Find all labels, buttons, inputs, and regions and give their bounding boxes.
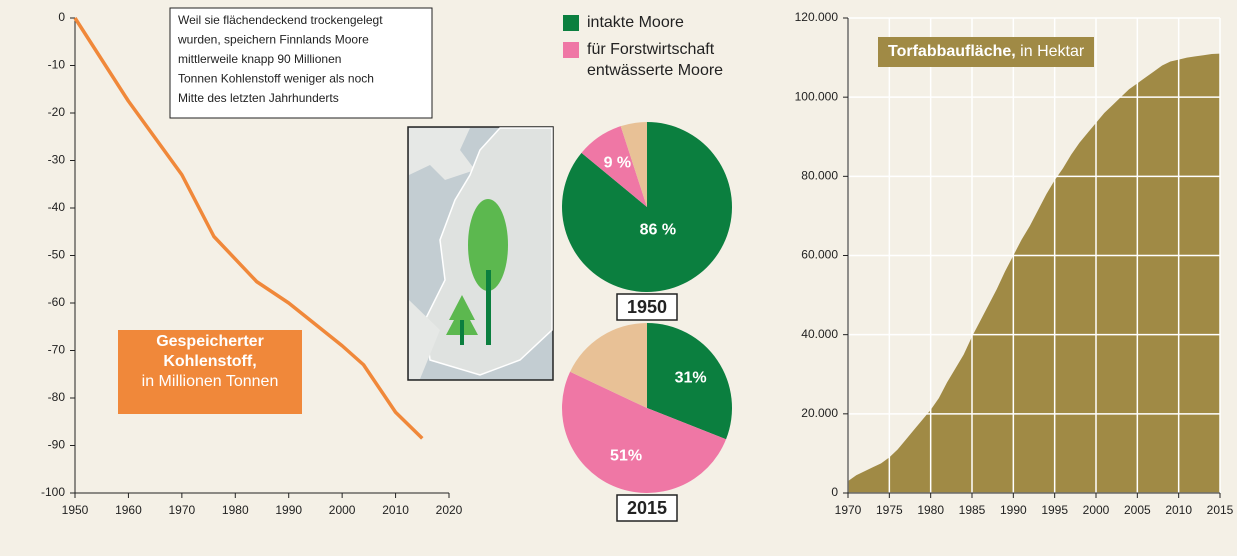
y-tick-label: -80 xyxy=(48,390,66,404)
x-tick-label: 1995 xyxy=(1041,503,1068,517)
legend-label: für Forstwirtschaft entwässerte Moore xyxy=(587,41,724,79)
legend-entry: für Forstwirtschaft entwässerte Moore xyxy=(563,39,757,81)
x-tick-label: 1980 xyxy=(222,503,249,517)
y-tick-label: 0 xyxy=(58,10,65,24)
legend-label: intakte Moore xyxy=(587,14,684,31)
area-title-box: Torfabbaufläche, in Hektar xyxy=(878,37,1095,67)
legend-swatch xyxy=(563,15,579,31)
x-tick-label: 1970 xyxy=(835,503,862,517)
x-tick-label: 1970 xyxy=(169,503,196,517)
pie-label: 31% xyxy=(675,370,707,387)
x-tick-label: 2000 xyxy=(1083,503,1110,517)
x-tick-label: 1950 xyxy=(62,503,89,517)
y-tick-label: 60.000 xyxy=(801,248,838,262)
y-tick-label: -100 xyxy=(41,485,65,499)
year-box xyxy=(616,293,678,321)
x-tick-label: 2005 xyxy=(1124,503,1151,517)
y-tick-label: -90 xyxy=(48,438,66,452)
y-tick-label: -50 xyxy=(48,248,66,262)
legend-entry: intakte Moore xyxy=(563,12,757,33)
year-box xyxy=(616,494,678,522)
x-tick-label: 1990 xyxy=(275,503,302,517)
annotation-box xyxy=(169,7,433,119)
area-title: Torfabbaufläche, xyxy=(888,43,1016,60)
y-tick-label: 100.000 xyxy=(795,89,839,103)
y-tick-label: -30 xyxy=(48,153,66,167)
annotation-line: mittlerweile knapp 90 Millionen xyxy=(178,52,341,66)
y-tick-label: -40 xyxy=(48,200,66,214)
pie-label: 86 % xyxy=(640,221,676,238)
annotation-line: wurden, speichern Finnlands Moore xyxy=(177,33,369,47)
x-tick-label: 1990 xyxy=(1000,503,1027,517)
y-tick-label: 40.000 xyxy=(801,327,838,341)
line-title-box: Gespeicherter Kohlenstoff, in Millionen … xyxy=(118,330,302,414)
x-tick-label: 1975 xyxy=(876,503,903,517)
year-label: 1950 xyxy=(627,297,667,317)
y-tick-label: -70 xyxy=(48,343,66,357)
map-illustration xyxy=(407,126,554,381)
x-tick-label: 2010 xyxy=(382,503,409,517)
line-subtitle: in Millionen Tonnen xyxy=(141,373,279,390)
annotation-line: Weil sie flächendeckend trockengelegt xyxy=(178,13,383,27)
pie-slice xyxy=(570,323,647,408)
area-subtitle: in Hektar xyxy=(1020,43,1085,60)
y-tick-label: 80.000 xyxy=(801,169,838,183)
pie-label: 9 % xyxy=(604,155,632,172)
legend-swatch xyxy=(563,42,579,58)
pie-slice xyxy=(647,323,732,440)
y-tick-label: 120.000 xyxy=(795,10,839,24)
y-tick-label: -10 xyxy=(48,58,66,72)
x-tick-label: 2010 xyxy=(1165,503,1192,517)
pie-label: 51% xyxy=(610,448,642,465)
x-tick-label: 1985 xyxy=(959,503,986,517)
pie-slice xyxy=(561,371,727,494)
y-tick-label: -20 xyxy=(48,105,66,119)
line xyxy=(73,17,424,440)
pie-slice xyxy=(581,126,647,207)
y-tick-label: -60 xyxy=(48,295,66,309)
legend: intakte Moore für Forstwirtschaft entwäss… xyxy=(563,12,757,87)
pie-slice xyxy=(620,122,647,207)
year-label: 2015 xyxy=(627,498,667,518)
area xyxy=(848,53,1220,493)
x-tick-label: 2020 xyxy=(436,503,463,517)
x-tick-label: 2000 xyxy=(329,503,356,517)
x-tick-label: 1980 xyxy=(917,503,944,517)
x-tick-label: 2015 xyxy=(1207,503,1234,517)
y-tick-label: 20.000 xyxy=(801,406,838,420)
x-tick-label: 1960 xyxy=(115,503,142,517)
y-tick-label: 0 xyxy=(831,485,838,499)
line-title: Gespeicherter Kohlenstoff, xyxy=(156,333,264,370)
annotation-line: Mitte des letzten Jahrhunderts xyxy=(178,91,339,105)
annotation-line: Tonnen Kohlenstoff weniger als noch xyxy=(178,72,374,86)
